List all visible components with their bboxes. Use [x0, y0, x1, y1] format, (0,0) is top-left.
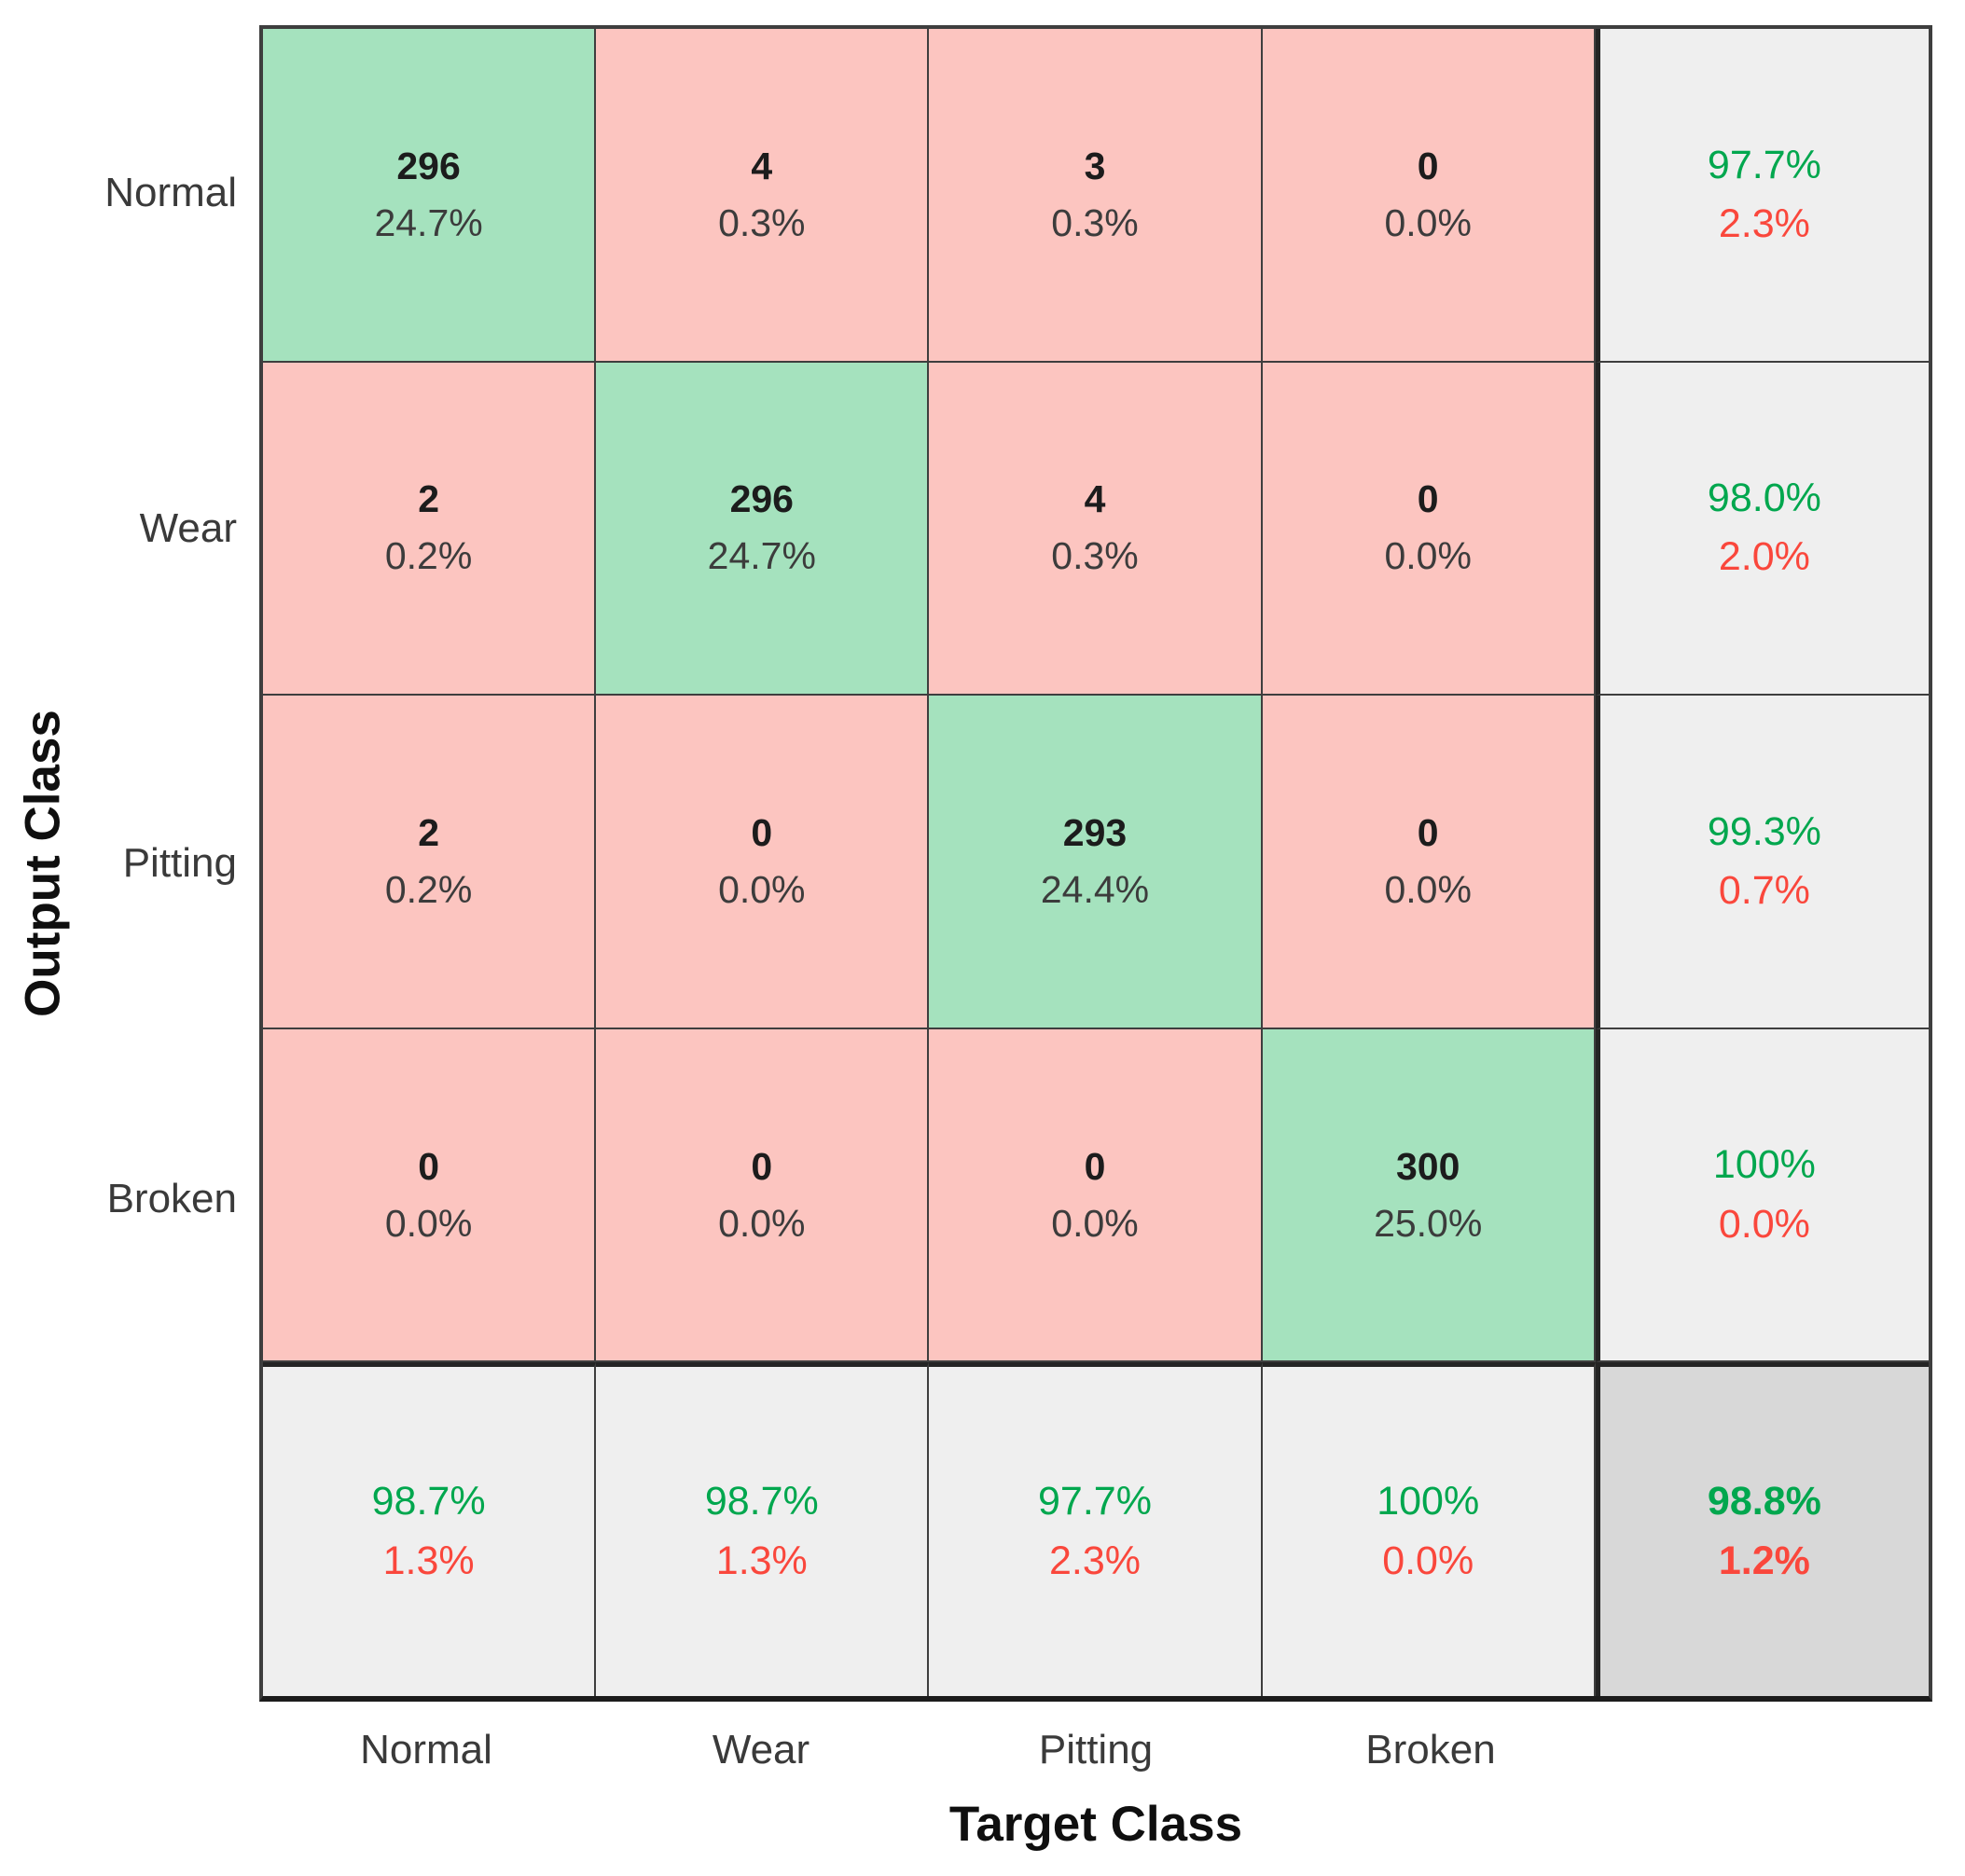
cell-count: 0 [1417, 144, 1439, 187]
cell-percent: 0.0% [384, 1201, 473, 1245]
cell-count: 0 [751, 810, 773, 854]
cell-count: 0 [418, 1144, 439, 1188]
summary-correct-percent: 98.7% [371, 1479, 486, 1524]
overall-accuracy-cell: 98.8% 1.2% [1595, 1362, 1929, 1696]
matrix-cell-wear-normal: 2 0.2% [263, 362, 597, 697]
col-label-normal: Normal [360, 1727, 492, 1773]
cell-count: 4 [1084, 477, 1106, 521]
cell-count: 293 [1062, 810, 1128, 854]
summary-error-percent: 0.7% [1718, 867, 1810, 913]
cell-percent: 0.3% [1051, 200, 1139, 244]
summary-error-percent: 0.0% [1382, 1538, 1474, 1583]
cell-count: 0 [751, 1144, 773, 1188]
cell-percent: 0.0% [1384, 200, 1472, 244]
matrix-cell-pitting-normal: 2 0.2% [263, 696, 597, 1029]
cell-percent: 0.2% [384, 534, 473, 578]
matrix-cell-normal-broken: 0 0.0% [1262, 29, 1596, 363]
matrix-cell-normal-normal: 296 24.7% [263, 29, 597, 363]
matrix-cell-broken-pitting: 0 0.0% [929, 1028, 1263, 1363]
row-label-broken: Broken [106, 1176, 237, 1221]
col-summary-wear: 98.7% 1.3% [596, 1362, 930, 1696]
matrix-cell-pitting-pitting: 293 24.4% [929, 696, 1263, 1029]
cell-percent: 24.7% [374, 200, 483, 244]
summary-correct-percent: 100% [1712, 1142, 1816, 1188]
matrix-cell-wear-broken: 0 0.0% [1262, 362, 1596, 697]
matrix-cell-normal-pitting: 3 0.3% [929, 29, 1263, 363]
cell-percent: 24.7% [707, 534, 816, 578]
cell-percent: 24.4% [1040, 867, 1150, 911]
matrix-cell-broken-wear: 0 0.0% [596, 1028, 930, 1363]
summary-error-percent: 2.3% [1718, 200, 1810, 246]
cell-percent: 0.3% [1051, 534, 1139, 578]
col-label-pitting: Pitting [1038, 1727, 1154, 1773]
cell-count: 4 [751, 144, 773, 187]
col-summary-pitting: 97.7% 2.3% [929, 1362, 1263, 1696]
col-summary-broken: 100% 0.0% [1262, 1362, 1596, 1696]
summary-error-percent: 2.3% [1048, 1538, 1141, 1583]
cell-percent: 0.0% [1384, 867, 1472, 911]
row-label-normal: Normal [104, 170, 237, 215]
matrix-cell-broken-normal: 0 0.0% [263, 1028, 597, 1363]
summary-error-percent: 1.3% [382, 1538, 475, 1583]
summary-correct-percent: 99.3% [1707, 808, 1821, 854]
cell-count: 296 [396, 144, 461, 187]
matrix-cell-pitting-broken: 0 0.0% [1262, 696, 1596, 1029]
confusion-matrix-grid: 296 24.7% 4 0.3% 3 0.3% 0 0.0% 97.7% 2.3… [259, 25, 1932, 1702]
matrix-cell-pitting-wear: 0 0.0% [596, 696, 930, 1029]
summary-error-percent: 0.0% [1718, 1201, 1810, 1247]
cell-percent: 0.0% [1051, 1201, 1139, 1245]
matrix-cell-wear-pitting: 4 0.3% [929, 362, 1263, 697]
cell-count: 300 [1395, 1144, 1460, 1188]
summary-error-percent: 2.0% [1718, 534, 1810, 580]
summary-correct-percent: 98.7% [704, 1479, 819, 1524]
summary-correct-percent: 97.7% [1038, 1479, 1152, 1524]
row-summary-pitting: 99.3% 0.7% [1595, 696, 1929, 1029]
row-label-pitting: Pitting [122, 840, 237, 886]
matrix-cell-wear-wear: 296 24.7% [596, 362, 930, 697]
overall-accuracy-percent: 98.8% [1707, 1479, 1821, 1524]
summary-correct-percent: 100% [1377, 1479, 1480, 1524]
matrix-cell-broken-broken: 300 25.0% [1262, 1028, 1596, 1363]
cell-percent: 0.3% [718, 200, 806, 244]
cell-count: 2 [418, 810, 439, 854]
overall-error-percent: 1.2% [1718, 1538, 1810, 1583]
summary-correct-percent: 98.0% [1707, 476, 1821, 521]
summary-correct-percent: 97.7% [1707, 142, 1821, 187]
row-label-wear: Wear [139, 505, 237, 551]
col-label-broken: Broken [1365, 1727, 1496, 1773]
row-summary-normal: 97.7% 2.3% [1595, 29, 1929, 363]
cell-count: 0 [1084, 1144, 1106, 1188]
cell-percent: 0.0% [718, 1201, 806, 1245]
x-axis-title: Target Class [948, 1797, 1243, 1852]
cell-percent: 0.0% [1384, 534, 1472, 578]
cell-percent: 0.2% [384, 867, 473, 911]
matrix-cell-normal-wear: 4 0.3% [596, 29, 930, 363]
cell-percent: 25.0% [1374, 1201, 1483, 1245]
cell-count: 0 [1417, 477, 1439, 521]
row-summary-broken: 100% 0.0% [1595, 1028, 1929, 1363]
cell-count: 0 [1417, 810, 1439, 854]
cell-count: 2 [418, 477, 439, 521]
cell-percent: 0.0% [718, 867, 806, 911]
col-label-wear: Wear [712, 1727, 810, 1773]
col-summary-normal: 98.7% 1.3% [263, 1362, 597, 1696]
summary-error-percent: 1.3% [715, 1538, 808, 1583]
cell-count: 3 [1084, 144, 1106, 187]
cell-count: 296 [729, 477, 794, 521]
row-summary-wear: 98.0% 2.0% [1595, 362, 1929, 697]
